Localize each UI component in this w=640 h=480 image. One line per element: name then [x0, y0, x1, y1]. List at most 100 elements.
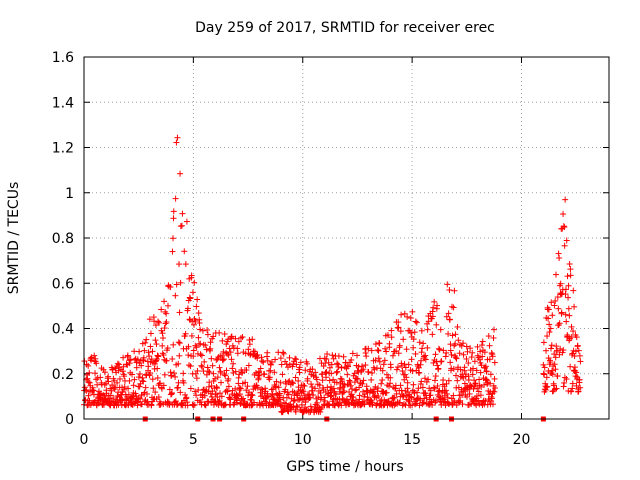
- data-point: [193, 375, 200, 382]
- y-tick-label: 1.2: [52, 141, 74, 157]
- data-point: [183, 394, 190, 401]
- data-point: [278, 403, 285, 410]
- data-point: [147, 330, 154, 337]
- data-point: [340, 389, 347, 396]
- data-point: [229, 365, 236, 372]
- data-point: [282, 400, 289, 407]
- data-point: [422, 352, 429, 359]
- data-point: [437, 326, 444, 333]
- data-point: [304, 360, 311, 367]
- data-point: [417, 361, 424, 368]
- data-point: [244, 383, 251, 390]
- data-point: [573, 334, 580, 341]
- data-point: [440, 377, 447, 384]
- x-tick-label: 15: [403, 432, 421, 448]
- data-point: [222, 372, 229, 379]
- data-point: [465, 377, 472, 384]
- data-point: [551, 361, 558, 368]
- data-point: [286, 377, 293, 384]
- data-point: [430, 384, 437, 391]
- data-point: [492, 385, 499, 392]
- data-point: [560, 383, 567, 390]
- data-point: [431, 377, 438, 384]
- data-point: [175, 360, 182, 367]
- data-point: [219, 352, 226, 359]
- data-point: [296, 364, 303, 371]
- data-point: [260, 359, 267, 366]
- data-point: [547, 345, 554, 352]
- data-point: [130, 382, 137, 389]
- data-point: [146, 353, 153, 360]
- data-point: [475, 388, 482, 395]
- data-point: [84, 375, 91, 382]
- data-point: [463, 343, 470, 350]
- data-point: [337, 375, 344, 382]
- data-point: [210, 370, 217, 377]
- data-point: [279, 349, 286, 356]
- data-point: [204, 364, 211, 371]
- data-point: [161, 325, 168, 332]
- data-point: [554, 372, 561, 379]
- data-point: [564, 332, 571, 339]
- data-point: [168, 389, 175, 396]
- data-point: [444, 394, 451, 401]
- data-point: [246, 389, 253, 396]
- data-point: [313, 376, 320, 383]
- data-point: [298, 401, 305, 408]
- data-point: [184, 399, 191, 406]
- data-point: [181, 248, 188, 255]
- data-point: [420, 340, 427, 347]
- data-point: [155, 353, 162, 360]
- data-point: [198, 362, 205, 369]
- data-point: [541, 364, 548, 371]
- data-point: [562, 311, 569, 318]
- data-point: [124, 352, 131, 359]
- data-point: [139, 374, 146, 381]
- data-point: [223, 387, 230, 394]
- data-point: [110, 395, 117, 402]
- data-point: [295, 377, 302, 384]
- data-point: [326, 377, 333, 384]
- data-point: [140, 378, 147, 385]
- data-point: [387, 380, 394, 387]
- data-point: [571, 353, 578, 360]
- data-point: [109, 366, 116, 373]
- data-point: [114, 360, 121, 367]
- data-point: [460, 351, 467, 358]
- data-point: [397, 382, 404, 389]
- data-point: [563, 376, 570, 383]
- data-point: [187, 385, 194, 392]
- data-point: [565, 294, 572, 301]
- data-point: [491, 326, 498, 333]
- data-point: [543, 347, 549, 354]
- data-point: [402, 364, 409, 371]
- data-point: [136, 348, 143, 355]
- data-point: [409, 402, 416, 409]
- data-point: [475, 397, 482, 404]
- data-point: [177, 279, 184, 286]
- data-point: [399, 367, 406, 374]
- data-point: [267, 367, 274, 374]
- data-point: [309, 384, 316, 391]
- data-point: [424, 326, 431, 333]
- data-point: [385, 398, 392, 405]
- data-point: [213, 384, 220, 391]
- data-point: [323, 356, 330, 363]
- data-point: [571, 303, 578, 310]
- data-point: [134, 356, 141, 363]
- data-point: [296, 369, 303, 376]
- data-point: [309, 366, 316, 373]
- data-point: [237, 385, 244, 392]
- data-point: [205, 368, 212, 375]
- data-point: [555, 250, 562, 257]
- data-point: [196, 319, 203, 326]
- data-point: [375, 355, 382, 362]
- data-point: [438, 358, 445, 365]
- data-point: [576, 376, 583, 383]
- data-point: [553, 343, 560, 350]
- data-point: [195, 334, 202, 341]
- data-point: [235, 374, 242, 381]
- data-point: [327, 389, 334, 396]
- data-point: [324, 384, 331, 391]
- data-point: [319, 377, 326, 384]
